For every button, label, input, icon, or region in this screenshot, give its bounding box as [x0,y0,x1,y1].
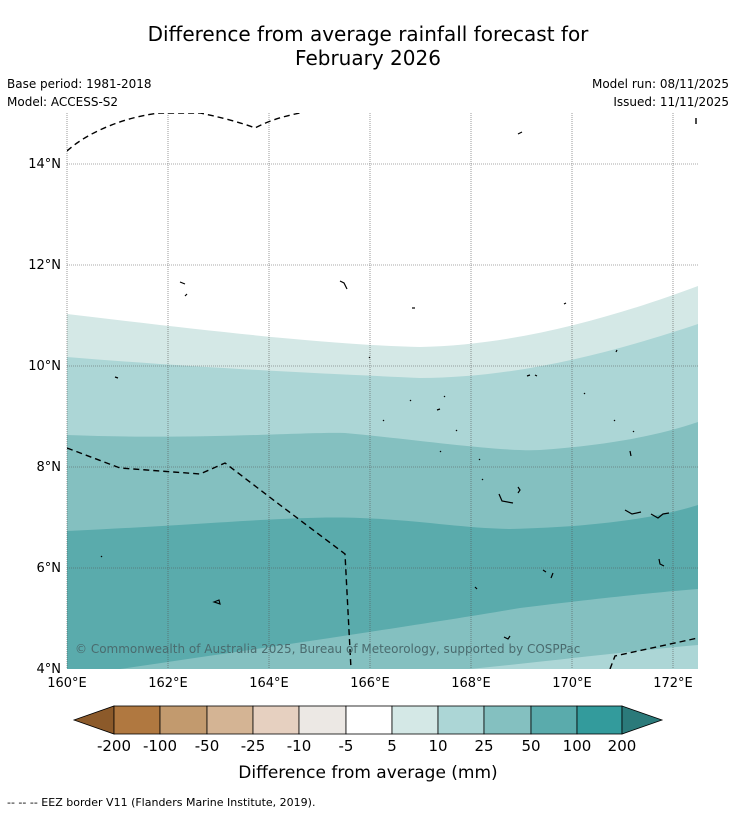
copyright-text: © Commonwealth of Australia 2025, Bureau… [75,642,580,656]
colorbar-segment [483,705,532,735]
colorbar-labels: -200 -100 -50 -25 -10 -5 5 10 25 50 100 … [97,737,636,755]
lat-tick-10n: 10°N [28,359,61,374]
eez-west [67,447,352,669]
island [368,356,442,453]
model-name: Model: ACCESS-S2 [7,95,119,109]
island [658,558,665,567]
colorbar-title: Difference from average (mm) [238,763,497,783]
colorbar-label: 5 [387,737,397,755]
lon-tick-166e: 166°E [350,676,390,691]
colorbar-segment [437,705,485,735]
lat-tick-8n: 8°N [37,460,62,475]
colorbar: -200 -100 -50 -25 -10 -5 5 10 25 50 100 … [72,705,664,783]
colorbar-segment [298,705,347,735]
title-line2: February 2026 [295,46,441,70]
colorbar-label: 10 [428,737,447,755]
eez-borders [67,113,698,669]
title-line1: Difference from average rainfall forecas… [147,22,589,46]
issued-date: Issued: 11/11/2025 [613,95,729,109]
colorbar-segment [252,705,300,735]
island [339,280,348,290]
base-period: Base period: 1981-2018 [7,77,152,91]
island [583,392,586,395]
island [503,635,511,640]
island [455,429,458,432]
chart-title: Difference from average rainfall forecas… [0,22,736,70]
colorbar-segment [206,705,254,735]
island [474,586,478,590]
lon-tick-162e: 162°E [148,676,188,691]
eez-southeast [609,637,698,669]
colorbar-segment [576,705,623,735]
island [498,486,521,504]
eez-north [67,113,301,152]
footer-note: -- -- -- EEZ border V11 (Flanders Marine… [7,796,316,809]
colorbar-label: 50 [521,737,540,755]
colorbar-segment [345,705,393,735]
islands [100,131,670,640]
model-run: Model run: 08/11/2025 [591,77,729,91]
colorbar-label: -5 [339,737,354,755]
lat-tick-labels: 4°N 6°N 8°N 10°N 12°N 14°N [28,157,61,677]
rainfall-bands [67,113,698,669]
colorbar-label: 25 [474,737,493,755]
gridlines [66,113,698,669]
colorbar-label: 200 [608,737,637,755]
colorbar-label: -25 [241,737,266,755]
island [613,419,635,457]
lon-tick-168e: 168°E [451,676,491,691]
colorbar-label: 100 [563,737,592,755]
island [517,131,523,135]
colorbar-right-arrow [621,705,664,735]
island [526,374,538,377]
forecast-map: © Commonwealth of Australia 2025, Bureau… [28,113,698,783]
colorbar-segment [159,705,208,735]
island [114,376,119,379]
colorbar-label: -100 [143,737,177,755]
colorbar-label: -10 [287,737,312,755]
colorbar-left-arrow [72,705,115,735]
island [100,555,103,558]
colorbar-segment [113,705,161,735]
band-25-50-south [120,589,698,669]
colorbar-label: -200 [97,737,131,755]
lon-tick-164e: 164°E [249,676,289,691]
lat-tick-6n: 6°N [37,561,62,576]
island [563,302,567,305]
colorbar-label: -50 [195,737,220,755]
colorbar-segment [530,705,578,735]
island [179,281,188,297]
lon-tick-labels: 160°E 162°E 164°E 166°E 168°E 170°E 172°… [47,676,693,691]
lat-tick-14n: 14°N [28,157,61,172]
island [436,395,446,411]
island [542,569,554,579]
island [624,509,670,519]
island [212,599,221,605]
colorbar-segment [391,705,439,735]
meta-right: Model run: 08/11/2025 Issued: 11/11/2025 [592,75,729,111]
lat-tick-12n: 12°N [28,258,61,273]
meta-left: Base period: 1981-2018 Model: ACCESS-S2 [7,75,152,111]
lon-tick-172e: 172°E [653,676,693,691]
island [615,349,618,353]
lon-tick-170e: 170°E [552,676,592,691]
island [478,458,484,481]
lat-tick-4n: 4°N [37,662,62,677]
lon-tick-160e: 160°E [47,676,87,691]
